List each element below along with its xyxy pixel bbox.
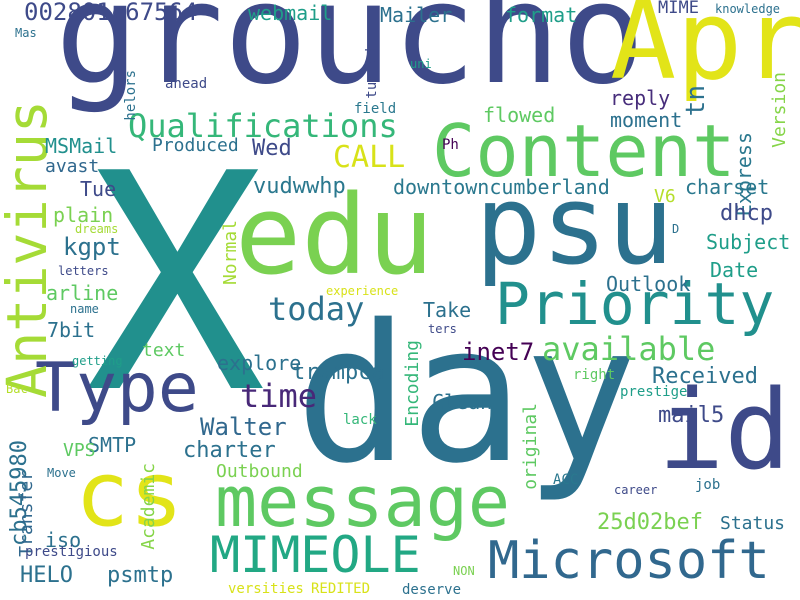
cloud-word-getting: getting bbox=[72, 354, 123, 368]
cloud-word-id: id bbox=[658, 366, 791, 494]
cloud-word-type: Type bbox=[35, 349, 199, 428]
cloud-word-normal: Normal bbox=[220, 220, 241, 286]
cloud-word-outbound: Outbound bbox=[216, 461, 303, 482]
cloud-word-mas: Mas bbox=[15, 26, 37, 40]
cloud-word-kgpt: kgpt bbox=[63, 233, 121, 261]
cloud-word-available: available bbox=[542, 330, 716, 368]
cloud-word-iso: iso bbox=[45, 528, 82, 552]
cloud-word-clean: Clean bbox=[432, 390, 493, 414]
cloud-word-acc: ACC bbox=[553, 472, 579, 488]
cloud-word-version: Version bbox=[769, 72, 790, 148]
cloud-word-letters: letters bbox=[58, 264, 109, 278]
cloud-word-message: message bbox=[215, 461, 511, 543]
cloud-word-received: Received bbox=[652, 364, 758, 389]
cloud-word-psu: psu bbox=[475, 161, 674, 289]
cloud-word-downtowncumberland: downtowncumberland bbox=[393, 175, 610, 199]
cloud-word-charter: charter bbox=[183, 438, 276, 463]
cloud-word-webmail: webmail bbox=[248, 1, 333, 25]
cloud-word-groucho: groucho bbox=[55, 0, 646, 116]
cloud-word-walter: Walter bbox=[200, 413, 287, 441]
cloud-word-ters: ters bbox=[428, 322, 457, 336]
cloud-word-date: Date bbox=[710, 258, 759, 282]
cloud-word-non: NON bbox=[453, 564, 475, 578]
cloud-word-experience: experience bbox=[326, 284, 399, 298]
cloud-word-arline: arline bbox=[46, 281, 119, 305]
cloud-word-tue: Tue bbox=[80, 177, 117, 201]
cloud-word-outlook: Outlook bbox=[606, 272, 691, 296]
cloud-word-helo: HELO bbox=[20, 563, 73, 588]
cloud-word-smtp: SMTP bbox=[88, 433, 137, 457]
cloud-word-25d02bef: 25d02bef bbox=[597, 510, 703, 535]
cloud-word-trwmpca: trwmpca bbox=[292, 360, 385, 385]
cloud-word-take: Take bbox=[423, 298, 472, 322]
cloud-word-text: text bbox=[142, 340, 186, 361]
cloud-word-subject: Subject bbox=[706, 230, 791, 254]
cloud-word-explore: explore bbox=[217, 351, 302, 375]
cloud-word-ahead: ahead bbox=[165, 76, 208, 92]
cloud-word-mimeole: MIMEOLE bbox=[210, 526, 421, 584]
cloud-word-right: right bbox=[573, 367, 616, 383]
cloud-word-encoding: Encoding bbox=[402, 340, 423, 427]
cloud-word-d: D bbox=[672, 222, 680, 236]
cloud-word-flowed: flowed bbox=[483, 103, 556, 127]
cloud-word-format: format bbox=[505, 3, 578, 27]
cloud-word-uni: uni bbox=[410, 57, 432, 71]
cloud-word-content: Content bbox=[432, 109, 736, 193]
cloud-word-lack: lack bbox=[343, 412, 377, 428]
cloud-word-mailer: Mailer bbox=[380, 3, 453, 27]
cloud-word-tn: tn bbox=[681, 85, 711, 117]
cloud-word-7bit: 7bit bbox=[47, 318, 96, 342]
cloud-word-deserve: deserve bbox=[402, 582, 462, 598]
cloud-word-vps: VPS bbox=[63, 440, 96, 461]
cloud-word-charset: charset bbox=[685, 175, 770, 199]
cloud-word-move: Move bbox=[47, 466, 76, 480]
cloud-word-prestigious: prestigious bbox=[25, 544, 118, 560]
cloud-word-v6: V6 bbox=[654, 186, 676, 207]
cloud-word-mail5: mail5 bbox=[658, 403, 725, 428]
cloud-word-knowledge: knowledge bbox=[715, 2, 781, 16]
cloud-word-dreams: dreams bbox=[75, 222, 119, 236]
cloud-word-academic: Academic bbox=[138, 463, 159, 550]
cloud-word-versities: versities bbox=[228, 581, 304, 597]
cloud-word-bac: Bac bbox=[6, 382, 28, 396]
cloud-word-vudwwhp: vudwwhp bbox=[253, 174, 346, 199]
cloud-word-mime: MIME bbox=[658, 0, 699, 18]
cloud-word-helors: helors bbox=[123, 70, 139, 121]
cloud-word-today: today bbox=[268, 290, 365, 328]
cloud-word-name: name bbox=[70, 302, 99, 316]
cloud-word-apr: Apr bbox=[610, 0, 800, 104]
cloud-word-status: Status bbox=[720, 513, 786, 534]
cloud-word-reply: reply bbox=[610, 86, 671, 110]
cloud-word-turned: turned bbox=[364, 48, 380, 99]
cloud-word-plain: plain bbox=[53, 203, 114, 227]
cloud-word-psmtp: psmtp bbox=[107, 563, 174, 588]
cloud-word-career: career bbox=[614, 483, 658, 497]
cloud-word-field: field bbox=[354, 101, 397, 117]
cloud-word-priority: Priority bbox=[495, 270, 775, 338]
cloud-word-original: original bbox=[520, 403, 541, 490]
cloud-word-redited: REDITED bbox=[311, 581, 371, 597]
cloud-word-ph: Ph bbox=[442, 137, 459, 153]
cloud-word-inet7: inet7 bbox=[462, 338, 535, 366]
cloud-word-prestige: prestige bbox=[620, 384, 688, 400]
cloud-word-wed: Wed bbox=[252, 136, 292, 161]
cloud-word-msmail: MSMail bbox=[45, 134, 118, 158]
cloud-word-x: X bbox=[85, 110, 266, 459]
cloud-word-dhcp: dhcp bbox=[720, 201, 773, 226]
cloud-word-produced: Produced bbox=[152, 135, 239, 156]
cloud-word-cs: cs bbox=[75, 442, 184, 547]
cloud-word-job: job bbox=[695, 477, 721, 493]
cloud-word-moment: moment bbox=[610, 108, 683, 132]
cloud-word-call: CALL bbox=[333, 140, 406, 175]
cloud-word-edu: edu bbox=[235, 171, 434, 299]
cloud-word-002801c67564: 002801c67564 bbox=[24, 0, 198, 26]
cloud-word-day: day bbox=[295, 284, 639, 505]
cloud-word-avast: avast bbox=[45, 156, 100, 177]
cloud-word-qualifications: Qualifications bbox=[128, 107, 398, 145]
cloud-word-microsoft: Microsoft bbox=[488, 531, 770, 591]
cloud-word-time: time bbox=[240, 377, 318, 415]
